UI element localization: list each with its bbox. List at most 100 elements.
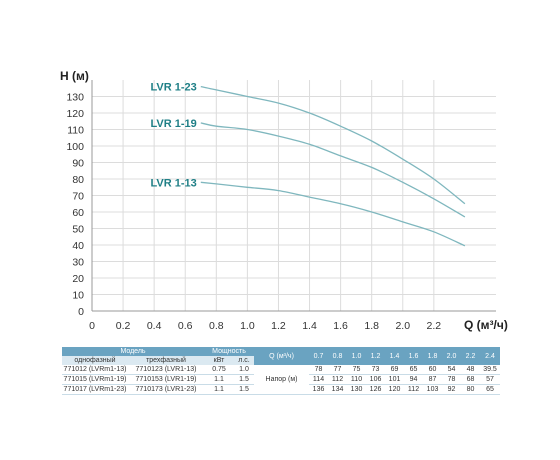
grid-layer — [92, 80, 496, 311]
x-tick-label: 0.2 — [116, 320, 131, 332]
head-value: 87 — [423, 374, 443, 385]
x-tick-label: 2.0 — [395, 320, 410, 332]
series-label: LVR 1-19 — [151, 118, 197, 130]
x-tick-label: 1.8 — [364, 320, 379, 332]
series-line — [200, 181, 466, 247]
head-value: 103 — [423, 384, 443, 395]
head-value: 136 — [309, 384, 329, 395]
q-value: 1.2 — [366, 347, 386, 365]
q-value: 1.8 — [423, 347, 443, 365]
single-phase-model: 771017 (LVRm1-23) — [62, 384, 128, 395]
head-value: 130 — [347, 384, 367, 395]
q-value: 2.2 — [461, 347, 481, 365]
head-value: 65 — [480, 384, 501, 395]
y-tick-label: 30 — [72, 257, 84, 269]
model-header: Модель — [62, 347, 205, 356]
power-header: Мощность — [204, 347, 255, 356]
table-row: 771017 (LVRm1-23) 7710173 (LVR1-23) 1.1 … — [62, 384, 501, 395]
head-value: 69 — [385, 365, 405, 375]
pump-performance-chart: 0 10 20 30 40 50 60 70 80 90 100 110 120 130 0 0.2 0.4 0.… — [60, 69, 508, 333]
head-value: 120 — [385, 384, 405, 395]
power-hp: 1.0 — [234, 365, 255, 375]
head-value: 101 — [385, 374, 405, 385]
single-phase-model: 771015 (LVRm1-19) — [62, 374, 128, 385]
x-tick-label: 1.6 — [333, 320, 348, 332]
head-value: 112 — [328, 374, 348, 385]
power-hp: 1.5 — [234, 374, 255, 385]
x-axis-title: Q (м³/ч) — [464, 318, 508, 332]
head-value: 106 — [366, 374, 386, 385]
head-value: 48 — [461, 365, 481, 375]
x-tick-label: 2.2 — [427, 320, 442, 332]
y-tick-label: 110 — [67, 125, 84, 137]
three-phase-model: 7710173 (LVR1-23) — [128, 384, 205, 395]
hp-header: л.с. — [234, 356, 255, 365]
head-value: 78 — [309, 365, 329, 375]
q-value: 0.8 — [328, 347, 348, 365]
tick-layer: 0 10 20 30 40 50 60 70 80 90 100 110 120 130 0 0.2 0.4 0.… — [66, 92, 441, 333]
y-tick-label: 0 — [78, 306, 84, 318]
q-value: 1.0 — [347, 347, 367, 365]
table-header-row-1: Модель Мощность Q (м³/ч) 0.7 0.8 1.0 1.2… — [62, 347, 501, 365]
head-value: 114 — [309, 374, 329, 385]
y-tick-label: 60 — [72, 207, 84, 219]
three-phase-model: 7710153 (LVR1-19) — [128, 374, 205, 385]
table-row: 771012 (LVRm1-13) 7710123 (LVR1-13) 0.75… — [62, 365, 501, 395]
x-tick-label: 1.0 — [240, 320, 255, 332]
series-line — [200, 122, 466, 218]
y-tick-label: 20 — [72, 273, 84, 285]
y-tick-label: 70 — [72, 191, 84, 203]
head-value: 60 — [423, 365, 443, 375]
head-value: 68 — [461, 374, 481, 385]
x-tick-label: 0.6 — [178, 320, 193, 332]
curve-layer: LVR 1-23 LVR 1-19 LVR 1-13 — [151, 82, 466, 247]
three-phase-header: трехфазный — [128, 356, 205, 365]
y-tick-label: 130 — [66, 92, 84, 104]
head-value: 112 — [404, 384, 424, 395]
q-value: 1.6 — [404, 347, 424, 365]
q-value: 1.4 — [385, 347, 405, 365]
head-value: 75 — [347, 365, 367, 375]
y-tick-label: 50 — [72, 224, 84, 236]
y-tick-label: 120 — [66, 108, 84, 120]
power-kw: 0.75 — [204, 365, 235, 375]
x-tick-label: 0 — [89, 320, 95, 332]
q-value: 2.4 — [480, 347, 501, 365]
y-tick-label: 40 — [72, 240, 84, 252]
head-value: 54 — [442, 365, 462, 375]
head-value: 126 — [366, 384, 386, 395]
pump-spec-table: Модель Мощность Q (м³/ч) 0.7 0.8 1.0 1.2… — [62, 347, 501, 395]
head-value: 94 — [404, 374, 424, 385]
head-value: 39.5 — [480, 365, 501, 375]
series-label: LVR 1-23 — [151, 82, 197, 94]
y-tick-label: 80 — [72, 174, 84, 186]
head-label: Напор (м) — [254, 365, 310, 395]
kw-header: кВт — [204, 356, 235, 365]
y-tick-label: 100 — [66, 141, 84, 153]
head-value: 80 — [461, 384, 481, 395]
head-value: 78 — [442, 374, 462, 385]
x-tick-label: 1.4 — [302, 320, 317, 332]
table-header-row-2: однофазный трехфазный кВт л.с. — [62, 356, 500, 365]
x-tick-label: 0.8 — [209, 320, 224, 332]
three-phase-model: 7710123 (LVR1-13) — [128, 365, 205, 375]
head-value: 92 — [442, 384, 462, 395]
y-tick-label: 10 — [72, 290, 84, 302]
y-axis-title: H (м) — [60, 69, 89, 83]
head-value: 134 — [328, 384, 348, 395]
q-value: 0.7 — [309, 347, 329, 365]
head-value: 77 — [328, 365, 348, 375]
x-tick-label: 0.4 — [147, 320, 162, 332]
head-value: 65 — [404, 365, 424, 375]
q-value: 2.0 — [442, 347, 462, 365]
q-header: Q (м³/ч) — [254, 347, 310, 365]
power-kw: 1.1 — [204, 384, 235, 395]
x-tick-label: 1.2 — [271, 320, 286, 332]
head-value: 73 — [366, 365, 386, 375]
single-phase-model: 771012 (LVRm1-13) — [62, 365, 128, 375]
head-value: 57 — [480, 374, 501, 385]
power-hp: 1.5 — [234, 384, 255, 395]
power-kw: 1.1 — [204, 374, 235, 385]
single-phase-header: однофазный — [62, 356, 128, 365]
table-row: 771015 (LVRm1-19) 7710153 (LVR1-19) 1.1 … — [62, 374, 501, 385]
